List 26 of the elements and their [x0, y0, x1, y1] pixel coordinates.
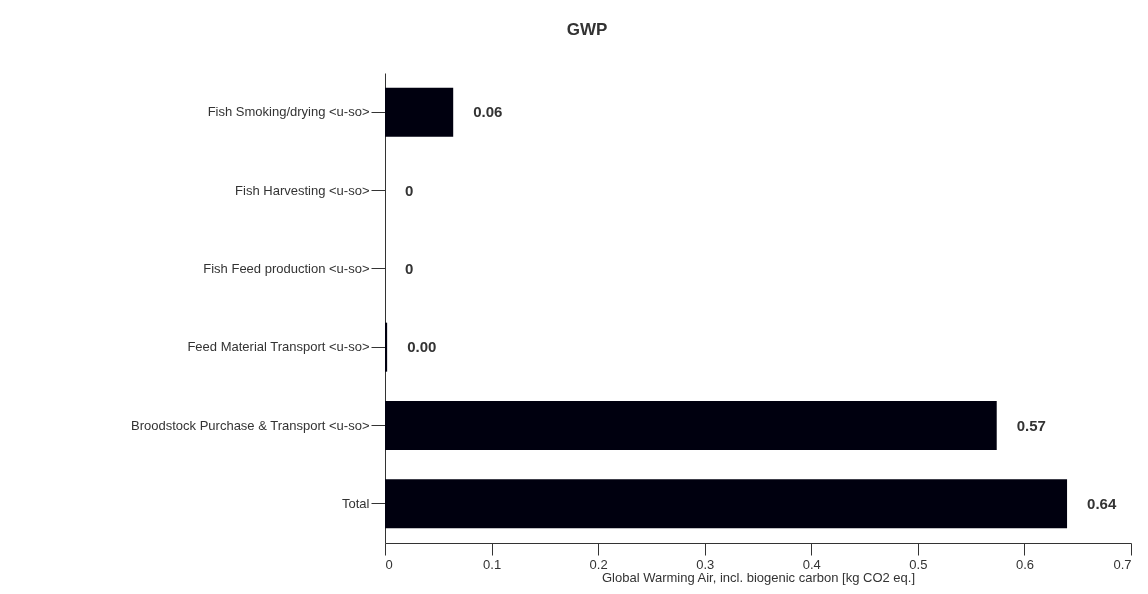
x-tick-label: 0.6	[1015, 556, 1034, 572]
y-tick-label: Fish Smoking/drying <u-so>	[207, 104, 370, 120]
bar	[385, 322, 388, 372]
data-label: 0	[405, 259, 414, 277]
y-tick-label: Broodstock Purchase & Transport <u-so>	[131, 417, 370, 433]
data-label: 0.00	[407, 338, 437, 356]
data-label: 0.06	[473, 103, 503, 121]
y-tick-label: Total	[342, 495, 370, 511]
x-tick-label: 0.3	[696, 556, 715, 572]
bar	[385, 87, 454, 137]
data-label: 0	[405, 181, 414, 199]
x-tick-label: 0	[385, 556, 393, 572]
x-tick-label: 0.2	[589, 556, 608, 572]
y-tick-label: Feed Material Transport <u-so>	[187, 339, 370, 355]
data-label: 0.57	[1016, 416, 1046, 434]
x-tick-label: 0.1	[483, 556, 502, 572]
x-tick-label: 0.4	[802, 556, 821, 572]
x-axis-title: Global Warming Air, incl. biogenic carbon [kg CO2 eq.]	[601, 569, 916, 585]
y-tick-label: Fish Harvesting <u-so>	[235, 182, 370, 198]
bar	[385, 479, 1068, 529]
x-tick-label: 0.7	[1113, 556, 1132, 572]
bar	[385, 401, 997, 450]
data-label: 0.64	[1087, 494, 1117, 512]
y-tick-label: Fish Feed production <u-so>	[203, 260, 370, 276]
chart-title: GWP	[566, 20, 608, 39]
x-tick-label: 0.5	[909, 556, 928, 572]
